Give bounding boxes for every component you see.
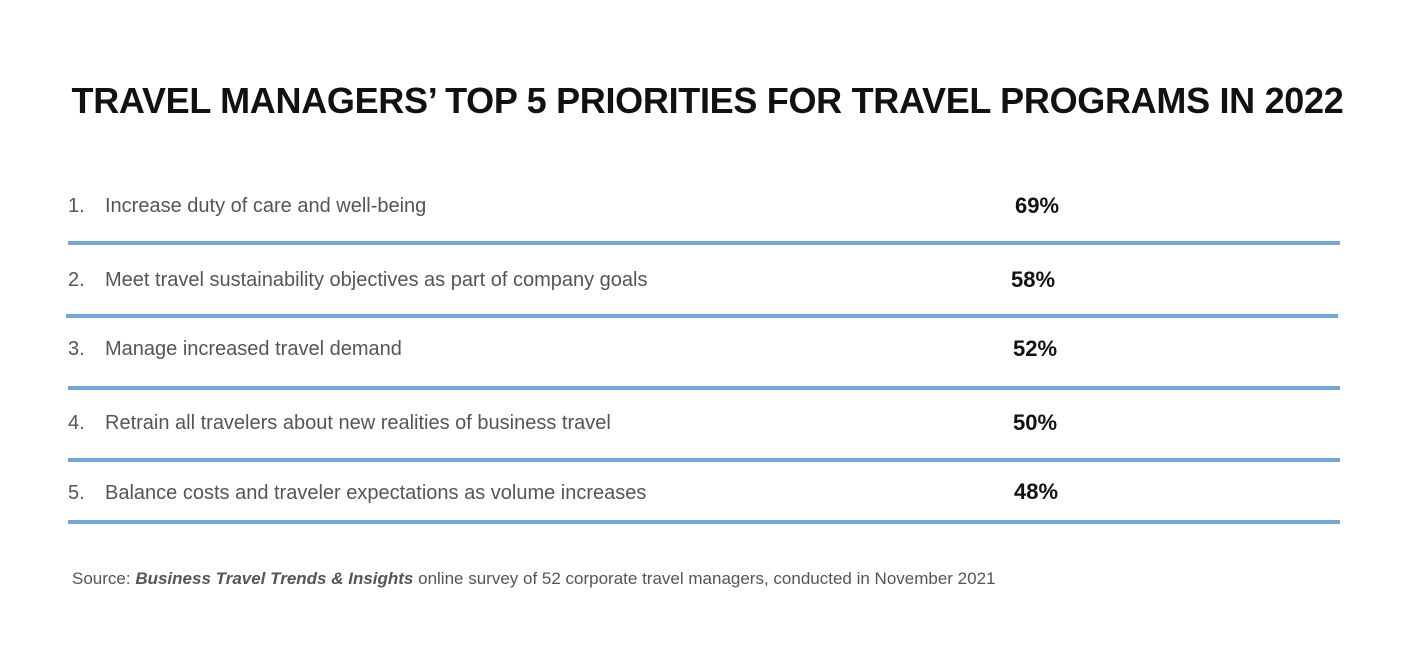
row-label: Retrain all travelers about new realitie… [105, 412, 611, 434]
row-rank: 3. [68, 338, 85, 360]
row-rank: 5. [68, 482, 85, 504]
row-rank: 4. [68, 412, 85, 434]
table-row: 4. Retrain all travelers about new reali… [68, 404, 1340, 462]
source-suffix: online survey of 52 corporate travel man… [413, 569, 996, 588]
row-value: 52% [1012, 336, 1058, 361]
source-note: Source: Business Travel Trends & Insight… [72, 569, 996, 589]
chart-title: TRAVEL MANAGERS’ TOP 5 PRIORITIES FOR TR… [71, 80, 1344, 121]
row-label: Manage increased travel demand [105, 338, 402, 360]
row-value: 58% [1010, 267, 1056, 292]
row-label: Balance costs and traveler expectations … [105, 482, 647, 504]
row-rank: 1. [68, 195, 85, 217]
table-row: 5. Balance costs and traveler expectatio… [68, 474, 1340, 524]
source-publication: Business Travel Trends & Insights [135, 569, 414, 588]
row-label: Meet travel sustainability objectives as… [105, 269, 648, 291]
table-row: 2. Meet travel sustainability objectives… [66, 261, 1338, 318]
table-row: 3. Manage increased travel demand 52% [68, 332, 1340, 390]
row-label: Increase duty of care and well-being [105, 195, 427, 217]
row-rank: 2. [68, 269, 85, 291]
table-row: 1. Increase duty of care and well-being … [68, 187, 1340, 245]
row-value: 69% [1014, 193, 1060, 218]
row-value: 48% [1013, 479, 1059, 504]
priorities-table: 1. Increase duty of care and well-being … [66, 187, 1340, 524]
source-prefix: Source: [72, 569, 136, 588]
row-value: 50% [1012, 410, 1058, 435]
